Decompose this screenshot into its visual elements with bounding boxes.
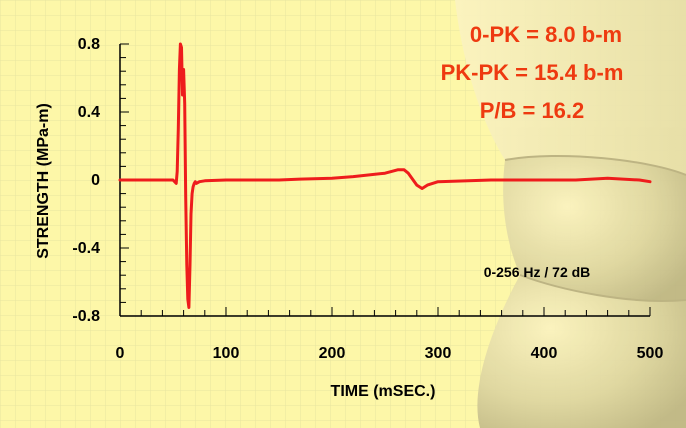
series-line [118,42,652,309]
zero-to-peak-label: 0-PK = 8.0 b-m [470,22,622,47]
series-group [118,42,652,309]
tick-marks [119,43,651,317]
x-tick-label: 400 [531,345,558,362]
stats-annotations: 0-PK = 8.0 b-m PK-PK = 15.4 b-m P/B = 16… [441,22,624,280]
x-tick-label: 0 [116,345,125,362]
x-tick-label: 100 [213,345,240,362]
frequency-range-label: 0-256 Hz / 72 dB [484,264,591,280]
y-tick-label: 0 [91,172,100,189]
x-tick-label: 500 [637,345,664,362]
peak-to-background-label: P/B = 16.2 [480,98,585,123]
y-tick-label: 0.8 [78,36,100,53]
y-axis-label: STRENGTH (MPa-m) [35,103,52,259]
x-axis-label: TIME (mSEC.) [331,383,436,400]
x-tick-label: 300 [425,345,452,362]
y-tick-label: -0.4 [72,240,100,257]
sonobuoy-background-image [455,0,686,428]
peak-to-peak-label: PK-PK = 15.4 b-m [441,60,624,85]
y-tick-label: 0.4 [78,104,100,121]
x-tick-label: 200 [319,345,346,362]
tick-labels: 0 100 200 300 400 500 0.8 0.4 0 -0.4 -0.8 [72,36,663,362]
y-tick-label: -0.8 [72,308,100,325]
